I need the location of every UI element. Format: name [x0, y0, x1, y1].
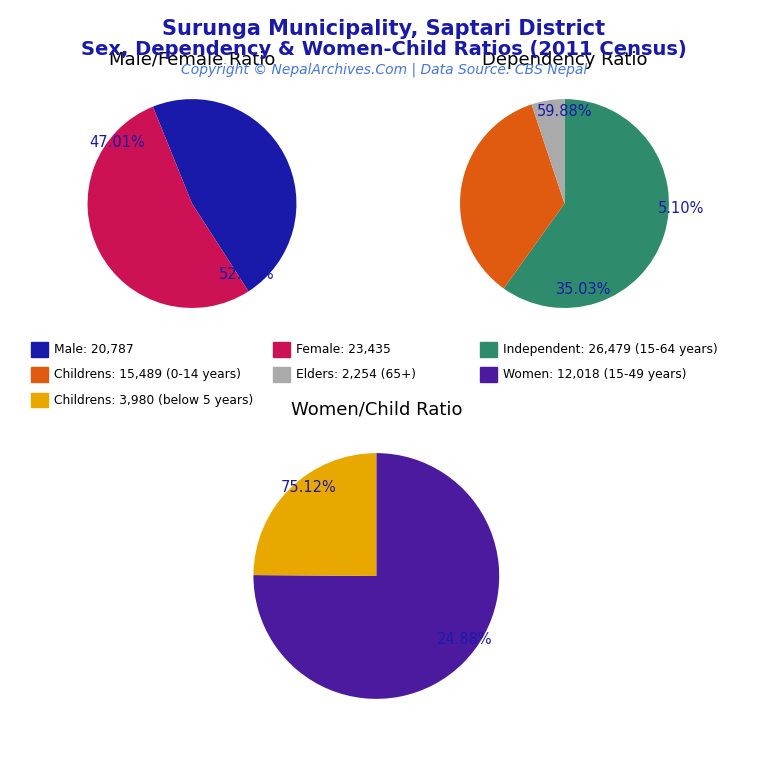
Text: 75.12%: 75.12% [281, 480, 336, 495]
Text: 52.99%: 52.99% [219, 267, 274, 282]
Wedge shape [504, 99, 669, 308]
Text: Copyright © NepalArchives.Com | Data Source: CBS Nepal: Copyright © NepalArchives.Com | Data Sou… [181, 63, 587, 78]
Text: 47.01%: 47.01% [89, 135, 144, 151]
Text: Independent: 26,479 (15-64 years): Independent: 26,479 (15-64 years) [503, 343, 718, 356]
Text: 5.10%: 5.10% [658, 201, 705, 217]
Text: Sex, Dependency & Women-Child Ratios (2011 Census): Sex, Dependency & Women-Child Ratios (20… [81, 40, 687, 59]
Wedge shape [88, 107, 249, 308]
Text: Male: 20,787: Male: 20,787 [54, 343, 134, 356]
Text: Childrens: 15,489 (0-14 years): Childrens: 15,489 (0-14 years) [54, 369, 240, 381]
Wedge shape [253, 453, 499, 699]
Wedge shape [460, 104, 564, 289]
Title: Women/Child Ratio: Women/Child Ratio [290, 400, 462, 418]
Text: 59.88%: 59.88% [537, 104, 592, 119]
Text: Elders: 2,254 (65+): Elders: 2,254 (65+) [296, 369, 415, 381]
Title: Dependency Ratio: Dependency Ratio [482, 51, 647, 68]
Text: Surunga Municipality, Saptari District: Surunga Municipality, Saptari District [163, 19, 605, 39]
Wedge shape [531, 99, 564, 204]
Text: Women: 12,018 (15-49 years): Women: 12,018 (15-49 years) [503, 369, 687, 381]
Text: 35.03%: 35.03% [555, 282, 611, 296]
Wedge shape [153, 99, 296, 291]
Title: Male/Female Ratio: Male/Female Ratio [109, 51, 275, 68]
Text: Childrens: 3,980 (below 5 years): Childrens: 3,980 (below 5 years) [54, 394, 253, 406]
Text: Female: 23,435: Female: 23,435 [296, 343, 391, 356]
Text: 24.88%: 24.88% [437, 632, 492, 647]
Wedge shape [253, 453, 376, 576]
